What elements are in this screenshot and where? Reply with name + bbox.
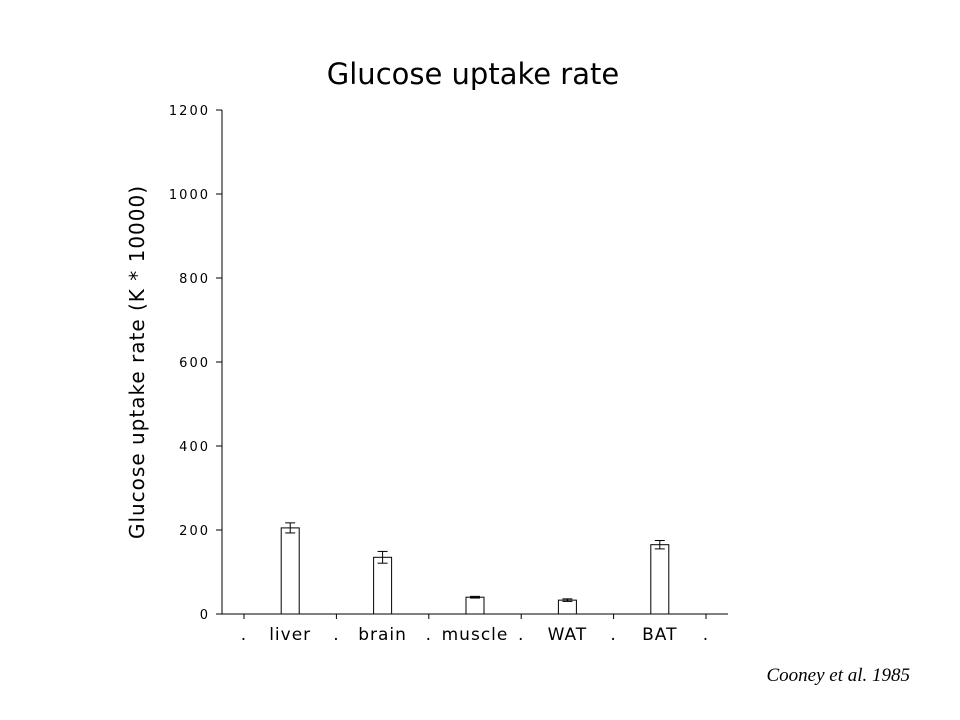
x-tick-label: WAT <box>548 625 588 645</box>
x-axis-ticks: . liver. brain. muscle. WAT. BAT. <box>241 614 709 645</box>
x-tick-label: . <box>703 625 709 645</box>
y-tick-label: 800 <box>179 272 210 287</box>
x-tick-label: brain <box>358 625 407 645</box>
x-tick-label: . <box>610 625 616 645</box>
bar-muscle <box>465 596 485 615</box>
y-tick-label: 0 <box>200 608 210 623</box>
x-tick-label: liver <box>269 625 311 645</box>
x-tick-label: muscle <box>442 625 509 645</box>
x-tick-label: BAT <box>642 625 677 645</box>
bar-brain <box>373 556 393 615</box>
bars <box>280 522 670 615</box>
x-tick-label: . <box>333 625 339 645</box>
x-tick-label: . <box>518 625 524 645</box>
chart-title: Glucose uptake rate <box>327 57 619 91</box>
citation: Cooney et al. 1985 <box>766 665 910 686</box>
y-tick-label: 600 <box>179 356 210 371</box>
bar-liver <box>280 527 300 615</box>
bar-wat <box>557 599 577 615</box>
y-axis-label: Glucose uptake rate (K * 10000) <box>125 185 149 539</box>
bar-bat <box>650 544 670 615</box>
y-axis-ticks: 0 200 400 600 800 1000 1200 <box>169 104 222 623</box>
y-tick-label: 400 <box>179 440 210 455</box>
x-tick-label: . <box>426 625 432 645</box>
y-tick-label: 1200 <box>169 104 210 119</box>
y-tick-label: 200 <box>179 524 210 539</box>
y-tick-label: 1000 <box>169 188 210 203</box>
x-tick-label: . <box>241 625 247 645</box>
